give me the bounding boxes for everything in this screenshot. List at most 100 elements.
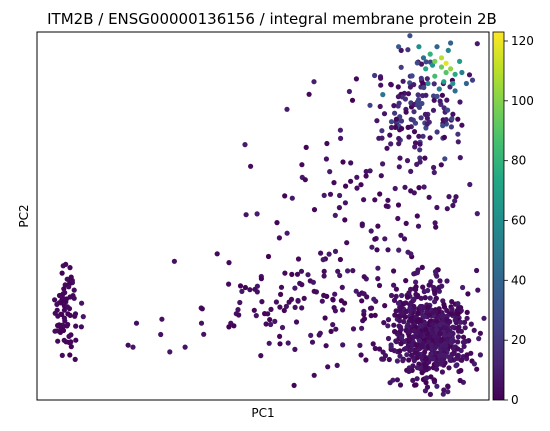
data-point	[395, 215, 401, 222]
data-point	[407, 305, 413, 311]
data-point	[420, 133, 426, 139]
data-point	[440, 123, 446, 129]
data-point	[430, 107, 437, 113]
data-point	[401, 319, 407, 325]
data-point	[387, 380, 393, 386]
data-point	[60, 291, 66, 297]
data-point	[391, 103, 397, 109]
data-point	[340, 342, 346, 348]
data-point	[344, 240, 350, 246]
data-point	[413, 279, 419, 285]
data-point	[251, 307, 257, 313]
data-point	[334, 362, 340, 368]
data-point	[72, 356, 78, 362]
data-point	[414, 161, 420, 167]
data-point	[409, 342, 415, 348]
data-point	[450, 324, 456, 330]
data-point	[418, 323, 424, 329]
data-point	[359, 298, 365, 304]
data-point	[231, 323, 237, 329]
data-point	[417, 147, 423, 153]
data-point	[440, 391, 446, 397]
data-point	[424, 375, 430, 381]
data-point	[449, 299, 455, 305]
data-point	[458, 328, 464, 334]
data-point	[386, 356, 392, 363]
data-point	[337, 127, 343, 133]
data-point	[402, 314, 408, 320]
data-point	[396, 247, 402, 253]
data-point	[353, 288, 359, 294]
data-point	[130, 344, 136, 350]
data-point	[331, 180, 337, 186]
data-point	[265, 253, 272, 260]
data-point	[332, 212, 338, 218]
data-point	[372, 345, 378, 352]
data-point	[306, 91, 312, 97]
data-point	[422, 155, 428, 161]
data-point	[406, 368, 412, 374]
data-point	[405, 91, 412, 97]
data-point	[416, 337, 422, 344]
data-point	[346, 88, 352, 95]
data-point	[446, 332, 453, 338]
data-point	[348, 178, 354, 184]
data-point	[414, 213, 420, 219]
data-point	[412, 120, 419, 126]
data-point	[397, 324, 403, 330]
data-point	[401, 236, 408, 242]
data-point	[337, 272, 343, 279]
data-point	[372, 236, 378, 242]
data-point	[311, 372, 317, 378]
data-point	[78, 324, 84, 330]
data-point	[436, 86, 442, 92]
data-point	[376, 346, 383, 352]
data-point	[388, 292, 395, 299]
data-point	[445, 327, 451, 333]
data-point	[395, 103, 401, 109]
data-point	[460, 284, 466, 291]
data-point	[335, 268, 341, 274]
data-point	[277, 341, 283, 347]
data-point	[63, 261, 69, 267]
data-point	[427, 312, 433, 318]
data-point	[407, 33, 413, 39]
data-point	[125, 342, 131, 348]
data-point	[317, 330, 323, 336]
data-point	[278, 291, 284, 297]
data-point	[407, 80, 413, 86]
data-point	[477, 330, 483, 336]
data-point	[415, 99, 421, 106]
data-point	[434, 366, 440, 372]
plot-frame	[36, 31, 490, 401]
data-point	[385, 323, 391, 329]
data-point	[426, 334, 432, 341]
data-point	[457, 377, 463, 384]
data-point	[350, 326, 357, 332]
data-point	[405, 322, 411, 328]
data-point	[438, 55, 445, 61]
data-point	[417, 303, 424, 310]
data-point	[259, 299, 265, 305]
data-point	[368, 228, 374, 234]
data-point	[459, 69, 465, 76]
data-point	[415, 310, 421, 316]
data-point	[332, 248, 339, 254]
data-point	[419, 344, 425, 350]
data-point	[248, 163, 254, 169]
data-point	[66, 333, 72, 339]
data-point	[444, 307, 450, 314]
data-point	[268, 306, 274, 312]
data-point	[376, 282, 383, 289]
data-point	[430, 356, 436, 362]
data-point	[289, 271, 295, 277]
data-point	[54, 301, 60, 307]
data-point	[378, 75, 384, 81]
data-point	[427, 135, 433, 141]
data-point	[439, 369, 445, 375]
data-point	[345, 268, 351, 274]
data-point	[59, 270, 65, 276]
data-point	[423, 356, 429, 362]
data-point	[388, 124, 395, 131]
